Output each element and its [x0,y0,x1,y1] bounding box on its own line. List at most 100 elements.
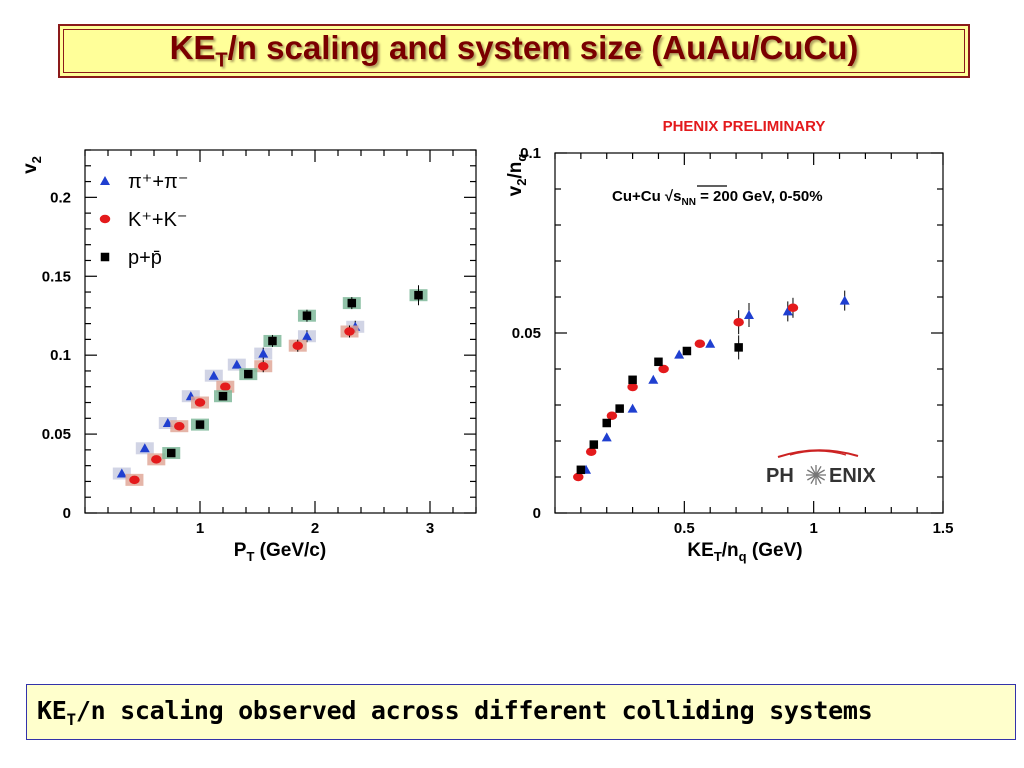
footer-subscript: T [66,709,77,729]
data-point [627,403,638,413]
data-point [129,475,140,485]
logo-star-ray [815,469,825,476]
legend-marker [100,176,110,185]
data-point [220,382,231,391]
phenix-logo: PH ENIX [766,449,876,487]
data-point [414,290,423,300]
collision-annotation: Cu+Cu √sNN = 200 GeV, 0-50% [612,188,823,208]
data-point [674,349,685,359]
data-point [628,375,637,385]
x-tick-label: 1.5 [933,520,954,537]
data-point [174,421,185,431]
logo-star-ray [807,474,817,481]
data-point [258,348,269,358]
footer-box: KET/n scaling observed across different … [26,684,1016,740]
data-point [218,391,228,401]
title-subscript: T [215,49,228,72]
x-tick-label: 1 [196,520,204,537]
data-point [839,295,850,305]
data-point [602,418,611,428]
y-tick-label: 0.1 [50,347,71,364]
preliminary-label: PHENIX PRELIMINARY [663,118,826,135]
data-point [139,443,150,453]
data-point [733,317,744,327]
logo-star-ray [810,466,817,476]
y-tick-label: 0.05 [42,426,71,443]
data-point [585,447,597,457]
logo-text-right: ENIX [829,465,876,487]
data-point [302,311,312,320]
logo-star-ray [815,474,825,481]
x-axis-title: KET/nq (GeV) [687,540,802,564]
data-point [627,382,638,392]
y-tick-label: 0 [533,505,541,522]
data-point [705,338,716,348]
data-point [682,346,692,356]
x-tick-label: 0.5 [674,520,695,537]
data-point [116,468,127,478]
x-tick-label: 3 [426,520,434,537]
data-point [195,420,205,429]
title-part: /n scaling and system size (AuAu/CuCu) [227,29,859,67]
data-point [167,448,176,458]
x-tick-label: 1 [809,520,817,537]
footer-part: /n scaling observed across different col… [75,695,873,725]
data-point [208,370,219,380]
y-tick-label: 0.1 [520,145,541,162]
data-point [576,465,586,475]
data-point [787,303,799,313]
footer-caption: KET/n scaling observed across different … [37,695,873,729]
y-tick-label: 0.05 [512,325,541,342]
y-tick-label: 0.15 [42,268,71,285]
data-point [589,440,599,449]
y-axis-title: v2 [20,156,44,174]
data-point [268,336,277,346]
data-point [258,361,269,371]
logo-star-ray [815,466,822,476]
slide-title-box: KET/n scaling and system size (AuAu/CuCu… [58,24,970,78]
x-axis-title: PT (GeV/c) [234,540,326,564]
data-point [194,398,206,407]
plot-frame [84,149,477,514]
legend-marker [99,214,111,224]
data-point [231,359,242,369]
data-point [601,432,612,442]
logo-star-ray [815,474,822,484]
logo-text-left: PH [766,465,794,487]
data-point [744,310,754,319]
legend-marker [100,252,110,262]
series-circle [573,297,799,482]
data-point [573,472,584,482]
series-square [162,285,428,460]
title-part: KE [169,29,216,67]
series-triangle [581,290,850,474]
footer-part: KE [37,695,67,725]
left-plot: 1 2 3 0 0.05 0.1 0.15 0.2 v2 PT (GeV/c) π⁺+π⁻ K⁺+K⁻… [20,149,477,564]
y-tick-label: 0 [63,505,71,522]
legend-label: K⁺+K⁻ [128,209,187,231]
legend-label: p+p̄ [128,247,162,269]
x-tick-label: 2 [311,520,319,537]
data-point [301,331,312,341]
data-point [734,343,743,352]
data-point [606,411,618,421]
plot-frame [554,152,944,514]
slide-title: KET/n scaling and system size (AuAu/CuCu… [170,29,859,73]
data-point [648,374,659,384]
logo-arc-inner [789,450,847,456]
series-circle [125,325,359,486]
logo-star-ray [810,474,817,484]
data-point [654,357,663,367]
data-point [658,364,669,374]
charts-area: 1 2 3 0 0.05 0.1 0.15 0.2 v2 PT (GeV/c) π⁺+π⁻ K⁺+K⁻… [20,118,953,564]
y-axis-title: v2/nq [505,154,529,197]
y-tick-label: 0.2 [50,189,71,206]
data-point [694,339,706,349]
logo-star-ray [807,469,817,476]
logo-arc [777,449,859,458]
data-point [782,306,793,316]
data-point [292,341,303,350]
data-point [344,327,355,336]
data-point [151,455,162,464]
